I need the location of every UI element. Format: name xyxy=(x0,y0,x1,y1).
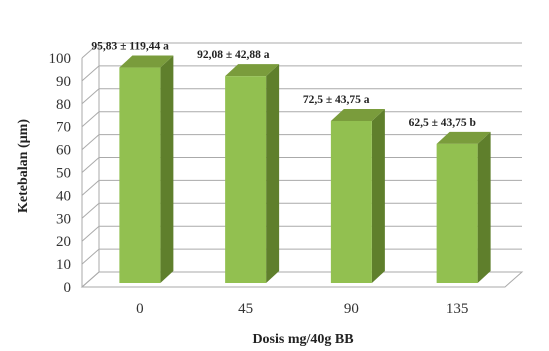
y-tick-label: 40 xyxy=(56,188,71,204)
bar-front xyxy=(436,143,478,283)
bar-top xyxy=(436,131,491,144)
gridline-diagonal xyxy=(81,248,100,265)
bar-side xyxy=(477,131,491,283)
gridline-diagonal xyxy=(81,225,100,242)
y-tick-label: 50 xyxy=(56,166,71,182)
floor xyxy=(80,271,524,288)
data-label: 72,5 ± 43,75 a xyxy=(303,94,370,106)
x-tick-label: 45 xyxy=(238,301,253,317)
x-tick-label: 0 xyxy=(136,301,144,317)
gridline-diagonal xyxy=(81,88,100,105)
bar-side xyxy=(160,55,174,283)
y-axis-title: Ketebalan (µm) xyxy=(16,119,31,213)
bar-top xyxy=(330,108,385,121)
bar xyxy=(330,108,385,283)
data-label: 92,08 ± 42,88 a xyxy=(197,49,270,61)
gridline-diagonal xyxy=(81,42,100,59)
y-tick-label: 90 xyxy=(56,74,71,90)
gridline-diagonal xyxy=(81,157,100,173)
y-tick-label: 20 xyxy=(56,234,71,250)
x-tick-label: 135 xyxy=(446,301,469,317)
bar xyxy=(119,55,174,283)
gridline-diagonal xyxy=(81,180,100,196)
y-tick-label: 60 xyxy=(56,143,71,159)
bar-top xyxy=(119,55,174,68)
data-labels: 95,83 ± 119,44 a 92,08 ± 42,88 a 72,5 ± 43… xyxy=(91,41,476,129)
y-tick-label: 0 xyxy=(64,280,72,296)
gridline-diagonal xyxy=(81,202,100,219)
bars xyxy=(119,55,491,283)
bar-front xyxy=(119,67,161,283)
bar-side xyxy=(266,64,280,283)
gridline-diagonal xyxy=(81,111,100,128)
gridline-diagonal xyxy=(81,65,100,82)
y-tick-label: 30 xyxy=(56,211,71,227)
x-axis-title: Dosis mg/40g BB xyxy=(252,332,353,347)
bar xyxy=(436,131,491,283)
bar-side xyxy=(371,108,385,283)
bar-top xyxy=(225,64,280,77)
data-label: 95,83 ± 119,44 a xyxy=(91,41,169,53)
bar-front xyxy=(225,76,267,283)
x-axis-ticks: 0 45 90 135 xyxy=(136,301,468,317)
bar xyxy=(225,64,280,283)
y-tick-label: 100 xyxy=(49,51,72,67)
y-tick-label: 80 xyxy=(56,97,71,113)
x-tick-label: 90 xyxy=(344,301,359,317)
y-tick-label: 70 xyxy=(56,120,71,136)
data-label: 62,5 ± 43,75 b xyxy=(409,117,476,129)
gridline-diagonal xyxy=(81,134,100,150)
y-tick-label: 10 xyxy=(56,257,71,273)
bar-front xyxy=(330,120,372,283)
y-axis-ticks: 0 10 20 30 40 50 60 70 80 90 100 xyxy=(49,51,72,296)
